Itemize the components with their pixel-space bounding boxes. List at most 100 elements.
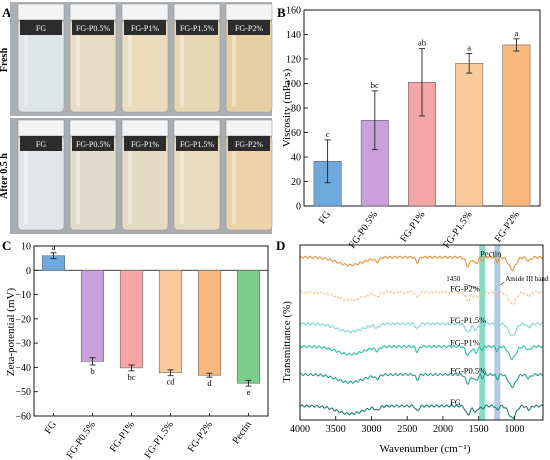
panel-c-zeta-chart: C Zeta-potential (mV) 10 0 −10 −20 −30 −40 −50… (2, 238, 269, 460)
highlight-band (479, 245, 486, 420)
y-tick-label: 0 (296, 202, 301, 213)
vial-highlight (76, 140, 80, 224)
vial-label: FG-P1.5% (180, 24, 214, 33)
vial-label: FG (36, 140, 46, 149)
vial-highlight (180, 24, 184, 106)
sig-letter: bc (371, 80, 379, 90)
sig-letter: cd (166, 377, 175, 387)
chart-d-ylabel: Transmittance (%) (281, 301, 293, 383)
series-label: FG-P2% (450, 283, 480, 293)
y-tick-label: 160 (286, 6, 301, 17)
vial-highlight (24, 24, 28, 106)
vial-label: FG (36, 24, 46, 33)
y-tick-label: 60 (291, 128, 301, 139)
vial-highlight (76, 24, 80, 106)
series-label: FG-P1% (450, 338, 480, 348)
y-tick-label: 140 (286, 30, 301, 41)
y-tick-label: −40 (15, 363, 31, 374)
vial-cap (173, 3, 221, 21)
y-tick-label: 120 (286, 55, 301, 66)
x-tick-label: 2500 (397, 424, 417, 435)
vial-cap (225, 3, 273, 21)
series-label: FG (450, 397, 461, 407)
chart-c-ylabel: Zeta-potential (mV) (5, 288, 17, 377)
vial-label: FG-P1% (131, 140, 159, 149)
vial-label: FG-P0.5% (76, 24, 110, 33)
vial-highlight (128, 140, 132, 224)
sig-letter: b (90, 366, 94, 376)
sig-letter: a (515, 28, 519, 38)
vial-label-band (72, 136, 114, 151)
spectrum-line (299, 290, 544, 306)
x-tick-label: FG-P1.5% (441, 209, 474, 250)
vial-label-band (228, 20, 270, 35)
series-label: FG-P0.5% (450, 366, 486, 376)
vial-label: FG-P1% (131, 24, 159, 33)
spectrum-line (299, 372, 544, 389)
bar (158, 270, 183, 374)
panel-b-viscosity-chart: B Viscosity (mPa·s) 0 20 40 60 80 100 120 140 16… (277, 5, 541, 251)
bar (502, 44, 531, 207)
vial-cap (69, 3, 117, 21)
series-label: Pectin (480, 248, 502, 258)
chart-d-plot: Pectin FG-P2% FG-P1.5% FG-P1% FG-P0.5% FG 4000… (290, 244, 549, 435)
vial-cap (173, 119, 221, 137)
panel-a-label: A (2, 5, 12, 20)
vial-label-band (124, 136, 166, 151)
spectrum-line (299, 255, 544, 272)
vial-cap (17, 3, 65, 21)
vial-highlight (24, 140, 28, 224)
y-tick-label: 40 (291, 153, 301, 164)
vial-label-band (176, 20, 218, 35)
panel-d-ftir-chart: D Transmittance (%) Wavenumber (cm⁻¹) Pe… (276, 238, 549, 455)
x-tick-label: 1500 (469, 424, 489, 435)
sig-letter: ab (418, 38, 426, 48)
vial-cap (121, 119, 169, 137)
x-tick-label: FG-P2% (186, 419, 215, 454)
x-tick-label: FG-P0.5% (65, 419, 98, 460)
x-tick-label: FG-P1.5% (143, 419, 176, 460)
vial-cap (225, 119, 273, 137)
series-label: FG-P1.5% (450, 315, 486, 325)
annotation-label: 1450 (446, 275, 461, 283)
y-tick-label: −60 (15, 412, 31, 423)
y-tick-label: −20 (15, 314, 31, 325)
vial-cap (17, 119, 65, 137)
y-tick-label: 0 (26, 266, 31, 277)
x-tick-label: FG (317, 209, 333, 226)
x-tick-label: 1000 (504, 424, 524, 435)
sig-letter: a (52, 242, 56, 252)
x-tick-label: 4000 (290, 424, 310, 435)
chart-b-ylabel: Viscosity (mPa·s) (281, 68, 293, 147)
sig-letter: c (326, 129, 330, 139)
bar (236, 270, 261, 384)
vial-label: FG-P0.5% (76, 140, 110, 149)
annotation-arrow (500, 281, 505, 286)
plot-frame (33, 245, 269, 417)
x-tick-label: FG-P1% (108, 419, 137, 454)
chart-c-bars: a b bc cd d e (41, 242, 261, 397)
vial-label: FG-P2% (235, 140, 263, 149)
y-tick-label: −10 (15, 290, 31, 301)
bar (455, 63, 484, 207)
panel-d-label: D (276, 238, 285, 253)
spectrum-line (299, 344, 544, 361)
vial-cap (121, 3, 169, 21)
y-tick-label: 20 (291, 177, 301, 188)
bar (197, 270, 222, 376)
x-tick-label: 2000 (433, 424, 453, 435)
row-label-fresh: Fresh (0, 47, 10, 72)
bar (80, 270, 105, 362)
spectrum-line (300, 322, 544, 337)
x-tick-label: 3500 (326, 424, 346, 435)
x-tick-label: 3000 (361, 424, 381, 435)
annotation-arrow (464, 283, 480, 290)
sig-letter: d (207, 378, 212, 388)
vial-highlight (128, 24, 132, 106)
row-label-after: After 0.5 h (0, 153, 10, 199)
y-tick-label: 10 (21, 242, 31, 253)
vial-highlight (232, 24, 236, 106)
y-tick-label: −50 (15, 387, 31, 398)
panel-b-label: B (277, 5, 286, 20)
x-tick-label: FG-P2% (493, 209, 522, 244)
